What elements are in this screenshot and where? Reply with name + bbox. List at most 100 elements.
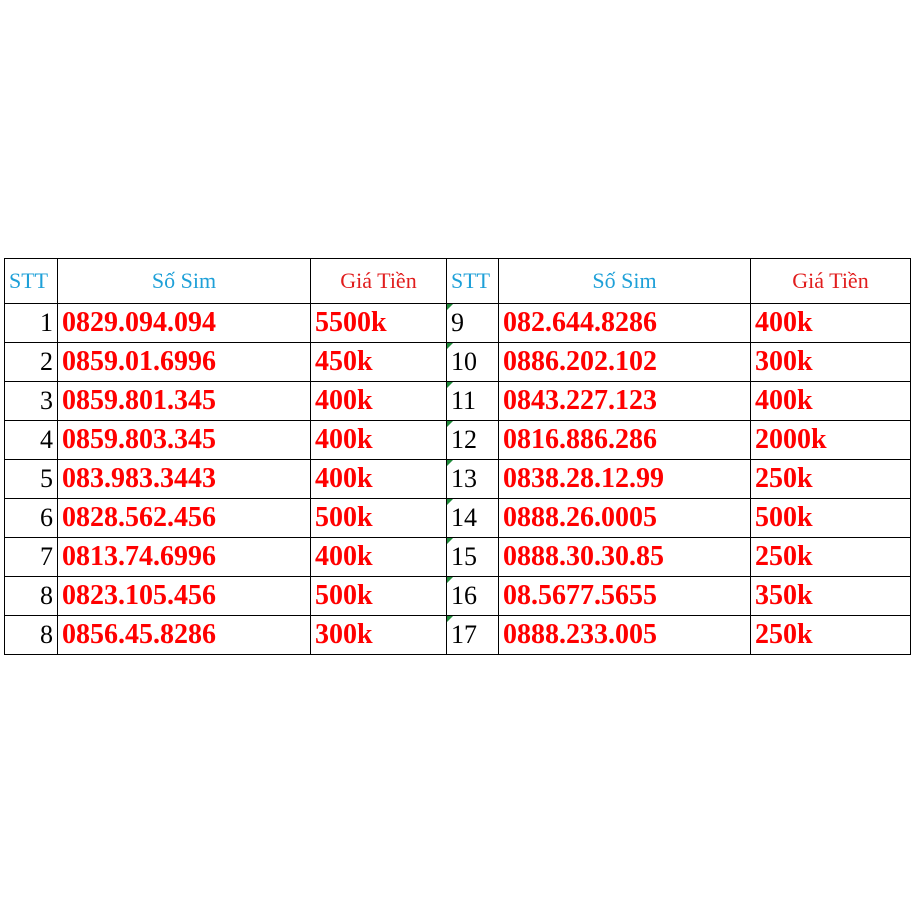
- right-price-cell: 250k: [750, 459, 911, 499]
- left-stt-cell: 8: [4, 576, 58, 616]
- right-sim-cell: 0888.26.0005: [498, 498, 751, 538]
- left-price-text: 400k: [315, 424, 373, 455]
- left-sim-cell: 0829.094.094: [57, 303, 311, 343]
- right-sim-text: 0888.26.0005: [503, 502, 657, 533]
- table-row: 6 0828.562.456 500k 14 0888.26.0005 500k: [4, 498, 911, 538]
- right-sim-cell: 0816.886.286: [498, 420, 751, 460]
- right-stt-cell: 9: [446, 303, 499, 343]
- right-price-text: 350k: [755, 580, 813, 611]
- left-sim-text: 0859.803.345: [62, 424, 216, 455]
- cell-marker-icon: [447, 538, 453, 544]
- right-stt-cell: 14: [446, 498, 499, 538]
- table-row: 8 0823.105.456 500k 16 08.5677.5655 350k: [4, 576, 911, 616]
- left-sim-text: 0859.01.6996: [62, 346, 216, 377]
- right-sim-cell: 0838.28.12.99: [498, 459, 751, 499]
- right-sim-text: 08.5677.5655: [503, 580, 657, 611]
- right-stt-cell: 17: [446, 615, 499, 655]
- right-stt-cell: 15: [446, 537, 499, 577]
- cell-marker-icon: [447, 577, 453, 583]
- right-sim-cell: 08.5677.5655: [498, 576, 751, 616]
- right-stt-text: 9: [451, 308, 464, 337]
- cell-marker-icon: [447, 499, 453, 505]
- right-stt-text: 12: [451, 425, 477, 454]
- right-price-text: 400k: [755, 385, 813, 416]
- left-stt-text: 4: [40, 425, 53, 454]
- right-stt-text: 11: [451, 386, 477, 415]
- right-stt-text: 10: [451, 347, 477, 376]
- left-stt-text: 3: [40, 386, 53, 415]
- right-price-cell: 400k: [750, 303, 911, 343]
- table-row: 1 0829.094.094 5500k 9 082.644.8286 400k: [4, 303, 911, 343]
- right-sim-text: 0843.227.123: [503, 385, 657, 416]
- right-price-cell: 300k: [750, 342, 911, 382]
- right-sim-cell: 0886.202.102: [498, 342, 751, 382]
- left-price-text: 400k: [315, 385, 373, 416]
- left-stt-text: 1: [40, 308, 53, 337]
- cell-marker-icon: [447, 382, 453, 388]
- right-price-text: 2000k: [755, 424, 827, 455]
- table-row: 4 0859.803.345 400k 12 0816.886.286 2000k: [4, 420, 911, 460]
- left-price-text: 450k: [315, 346, 373, 377]
- cell-marker-icon: [447, 460, 453, 466]
- right-stt-text: 15: [451, 542, 477, 571]
- right-sim-text: 082.644.8286: [503, 307, 657, 338]
- right-price-text: 300k: [755, 346, 813, 377]
- left-sim-cell: 0856.45.8286: [57, 615, 311, 655]
- cell-marker-icon: [447, 616, 453, 622]
- left-sim-text: 083.983.3443: [62, 463, 216, 494]
- right-sim-cell: 0888.233.005: [498, 615, 751, 655]
- left-sim-cell: 0859.01.6996: [57, 342, 311, 382]
- left-stt-text: 8: [40, 581, 53, 610]
- left-sim-cell: 0859.803.345: [57, 420, 311, 460]
- left-price-cell: 500k: [310, 576, 447, 616]
- left-sim-text: 0856.45.8286: [62, 619, 216, 650]
- right-sim-text: 0888.30.30.85: [503, 541, 664, 572]
- cell-marker-icon: [447, 343, 453, 349]
- right-sim-cell: 0888.30.30.85: [498, 537, 751, 577]
- right-sim-text: 0886.202.102: [503, 346, 657, 377]
- left-sim-text: 0859.801.345: [62, 385, 216, 416]
- right-sim-cell: 0843.227.123: [498, 381, 751, 421]
- left-price-text: 500k: [315, 502, 373, 533]
- left-stt-cell: 1: [4, 303, 58, 343]
- table-row: 8 0856.45.8286 300k 17 0888.233.005 250k: [4, 615, 911, 655]
- left-stt-cell: 5: [4, 459, 58, 499]
- sim-price-table: STT Số Sim Giá Tiền STT Số Sim Giá Tiền …: [4, 258, 911, 655]
- table-row: 3 0859.801.345 400k 11 0843.227.123 400k: [4, 381, 911, 421]
- right-price-cell: 350k: [750, 576, 911, 616]
- right-stt-cell: 11: [446, 381, 499, 421]
- left-sim-text: 0829.094.094: [62, 307, 216, 338]
- right-price-cell: 500k: [750, 498, 911, 538]
- left-price-text: 400k: [315, 541, 373, 572]
- right-sim-text: 0888.233.005: [503, 619, 657, 650]
- left-price-cell: 5500k: [310, 303, 447, 343]
- header-stt-right: STT: [446, 258, 499, 304]
- right-price-cell: 250k: [750, 615, 911, 655]
- left-price-cell: 400k: [310, 420, 447, 460]
- right-stt-cell: 13: [446, 459, 499, 499]
- table-row: 2 0859.01.6996 450k 10 0886.202.102 300k: [4, 342, 911, 382]
- header-stt-left: STT: [4, 258, 58, 304]
- right-stt-text: 13: [451, 464, 477, 493]
- left-stt-text: 5: [40, 464, 53, 493]
- cell-marker-icon: [447, 421, 453, 427]
- table-row: 5 083.983.3443 400k 13 0838.28.12.99 250k: [4, 459, 911, 499]
- left-price-text: 5500k: [315, 307, 387, 338]
- left-price-text: 500k: [315, 580, 373, 611]
- left-price-text: 300k: [315, 619, 373, 650]
- left-price-cell: 400k: [310, 459, 447, 499]
- right-stt-cell: 16: [446, 576, 499, 616]
- header-price-left: Giá Tiền: [310, 258, 447, 304]
- cell-marker-icon: [447, 304, 453, 310]
- left-stt-text: 7: [40, 542, 53, 571]
- right-stt-cell: 10: [446, 342, 499, 382]
- header-row: STT Số Sim Giá Tiền STT Số Sim Giá Tiền: [4, 258, 911, 304]
- right-price-text: 250k: [755, 463, 813, 494]
- header-sim-left: Số Sim: [57, 258, 311, 304]
- left-stt-text: 6: [40, 503, 53, 532]
- right-price-text: 250k: [755, 619, 813, 650]
- left-sim-cell: 0859.801.345: [57, 381, 311, 421]
- left-stt-cell: 3: [4, 381, 58, 421]
- left-price-cell: 500k: [310, 498, 447, 538]
- left-stt-text: 8: [40, 620, 53, 649]
